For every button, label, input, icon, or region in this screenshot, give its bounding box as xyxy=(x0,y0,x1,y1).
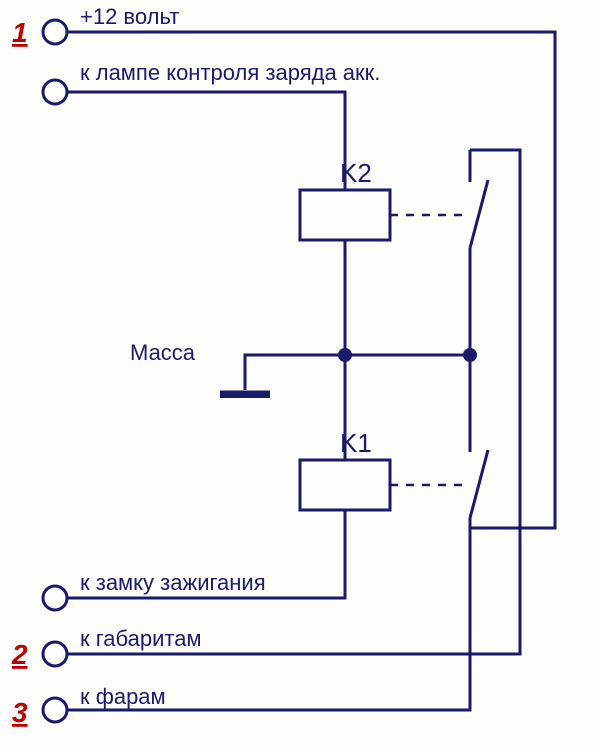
pin-3: 3 xyxy=(12,697,28,728)
wire-12v-bus xyxy=(67,32,555,528)
relay-k2-coil xyxy=(300,190,390,240)
relay-k1-label: K1 xyxy=(340,428,372,458)
node-center xyxy=(338,348,352,362)
terminal-lamp xyxy=(43,80,67,104)
wire-k1-to-headlights xyxy=(67,528,470,710)
circuit-diagram: K2 K1 1 2 3 +12 вольт к лампе контроля з… xyxy=(0,0,600,752)
ground-symbol xyxy=(220,392,270,398)
relay-k1-coil xyxy=(300,460,390,510)
terminal-parking xyxy=(43,642,67,666)
k2-contact-blade xyxy=(470,180,488,248)
label-lamp: к лампе контроля заряда акк. xyxy=(80,60,380,85)
pin-2: 2 xyxy=(11,639,28,670)
node-switch-mid xyxy=(463,348,477,362)
terminal-ignition xyxy=(43,586,67,610)
terminal-12v xyxy=(43,20,67,44)
pin-1: 1 xyxy=(12,17,28,48)
relay-k2-label: K2 xyxy=(340,158,372,188)
label-ignition: к замку зажигания xyxy=(80,570,266,595)
wire-lamp-to-k2coil xyxy=(67,92,345,190)
terminal-headlights xyxy=(43,698,67,722)
wire-node-to-ground xyxy=(245,355,345,390)
label-12v: +12 вольт xyxy=(80,4,179,29)
label-mass: Масса xyxy=(130,340,196,365)
k1-contact-blade xyxy=(470,450,488,518)
label-headlights: к фарам xyxy=(80,684,166,709)
label-parking: к габаритам xyxy=(80,626,202,651)
